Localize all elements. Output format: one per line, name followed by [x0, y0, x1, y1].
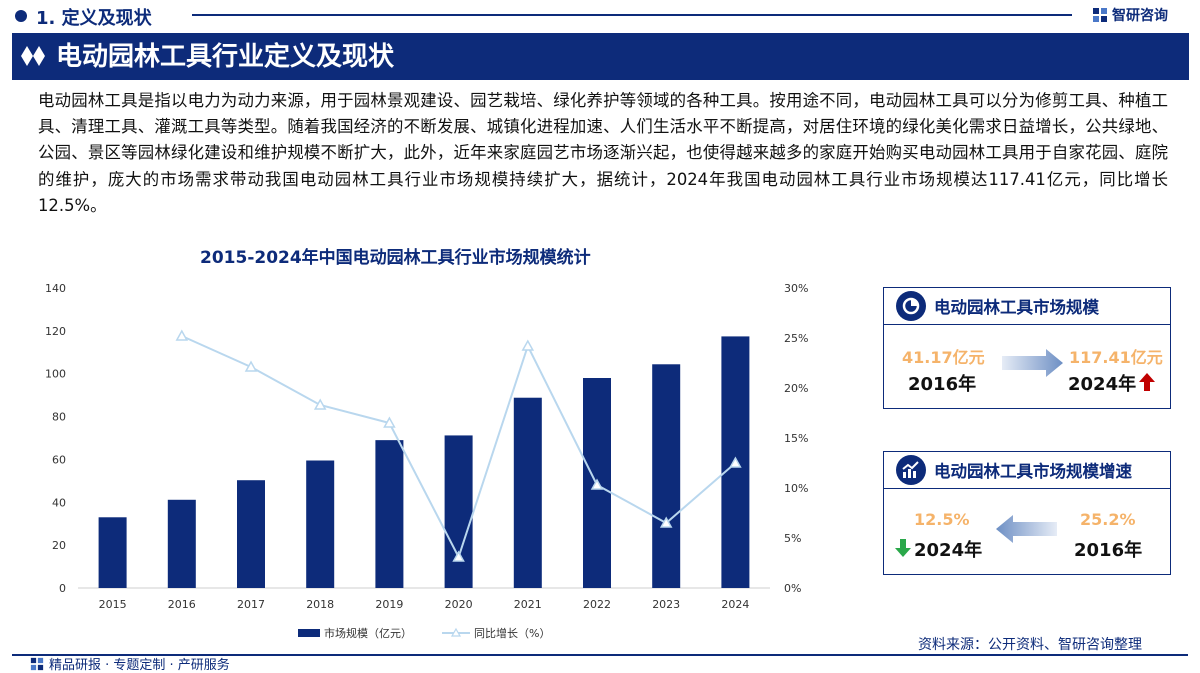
growth-rate-card: 电动园林工具市场规模增速 12.5% 2024年 25.2% 2016年 — [883, 451, 1171, 575]
y-left-tick-label: 120 — [45, 325, 66, 338]
size-2024-year: 2024年 — [1068, 374, 1137, 395]
slogan-text: 精品研报 · 专题定制 · 产研服务 — [49, 658, 230, 673]
bar-2015 — [98, 517, 127, 588]
bar-2021 — [513, 397, 542, 588]
pie-chart-icon — [896, 291, 926, 321]
size-2016-value: 41.17亿元 — [902, 348, 985, 367]
market-size-chart: 0 20 40 60 80 100 120 140 0% 5% 10% 15% 20% 25% 30% 201… — [45, 282, 808, 640]
legend-label-bar: 市场规模（亿元） — [324, 626, 412, 640]
brand-logo-icon — [1093, 8, 1107, 22]
card-title: 电动园林工具市场规模 — [934, 298, 1099, 317]
growth-point-2019 — [383, 416, 396, 428]
footer-slogan: 精品研报 · 专题定制 · 产研服务 — [30, 654, 230, 673]
growth-2016-value: 25.2% — [1080, 510, 1136, 529]
legend-swatch-bar — [298, 629, 320, 637]
brand-name: 智研咨询 — [1112, 8, 1168, 24]
growth-2024-value: 12.5% — [914, 510, 970, 529]
y-right-tick-label: 15% — [784, 432, 808, 445]
card-header: 电动园林工具市场规模 — [884, 288, 1170, 325]
bar-2016 — [167, 499, 196, 588]
y-right-tick-label: 5% — [784, 532, 801, 545]
y-left-tick-label: 20 — [52, 539, 66, 552]
y-right-tick-label: 30% — [784, 282, 808, 295]
section-label: 1. 定义及现状 — [36, 8, 152, 29]
growth-point-2017 — [244, 360, 258, 372]
card-header: 电动园林工具市场规模增速 — [884, 452, 1170, 489]
y-right-tick-label: 20% — [784, 382, 808, 395]
x-tick-label: 2015 — [99, 598, 127, 611]
arrow-down-icon — [895, 539, 911, 557]
brand-logo-icon — [30, 657, 44, 670]
x-tick-label: 2016 — [168, 598, 196, 611]
y-left-tick-label: 60 — [52, 453, 66, 466]
growth-point-2021 — [521, 339, 535, 351]
y-left-tick-label: 140 — [45, 282, 66, 295]
x-tick-label: 2022 — [583, 598, 611, 611]
bar-2018 — [306, 460, 335, 588]
bar-2019 — [375, 440, 404, 588]
diamond-icon — [21, 46, 45, 66]
y-left-tick-label: 40 — [52, 496, 66, 509]
bar-2017 — [237, 480, 265, 588]
size-2024-value: 117.41亿元 — [1069, 348, 1163, 367]
legend-label-line: 同比增长（%） — [474, 626, 550, 640]
card-title: 电动园林工具市场规模增速 — [934, 462, 1132, 481]
footer-divider — [12, 654, 1188, 656]
size-2016-year: 2016年 — [908, 374, 977, 395]
brand: 智研咨询 — [1092, 5, 1168, 25]
growth-point-2022 — [590, 478, 604, 490]
x-tick-label: 2019 — [375, 598, 403, 611]
x-tick-label: 2021 — [514, 598, 542, 611]
market-size-card: 电动园林工具市场规模 41.17亿元 2016年 117.41亿元 2024年 — [883, 287, 1171, 409]
title-band — [12, 33, 1189, 80]
header-divider — [192, 14, 1072, 16]
arrow-right-icon — [1002, 349, 1063, 377]
bar-2023 — [652, 364, 681, 588]
y-left-tick-label: 80 — [52, 411, 66, 424]
x-tick-label: 2020 — [445, 598, 473, 611]
x-tick-label: 2023 — [652, 598, 680, 611]
y-left-tick-label: 100 — [45, 368, 66, 381]
trend-chart-icon — [896, 455, 926, 485]
page-title: 电动园林工具行业定义及现状 — [56, 42, 395, 72]
arrow-up-icon — [1139, 373, 1155, 391]
chart-title: 2015-2024年中国电动园林工具行业市场规模统计 — [200, 248, 591, 268]
growth-point-2023 — [659, 516, 673, 528]
x-tick-label: 2018 — [306, 598, 334, 611]
growth-2024-year: 2024年 — [914, 540, 983, 561]
bar-2020 — [444, 435, 473, 588]
legend-marker-line — [450, 627, 462, 637]
growth-2016-year: 2016年 — [1074, 540, 1143, 561]
growth-point-2018 — [313, 398, 327, 410]
section-bullet — [15, 10, 27, 22]
arrow-left-icon — [996, 515, 1057, 543]
y-left-tick-label: 0 — [59, 582, 66, 595]
intro-paragraph: 电动园林工具是指以电力为动力来源，用于园林景观建设、园艺栽培、绿化养护等领域的各… — [38, 91, 1168, 215]
growth-point-2024 — [729, 456, 742, 468]
growth-point-2020 — [452, 550, 465, 562]
data-source: 资料来源：公开资料、智研咨询整理 — [918, 637, 1142, 653]
y-right-tick-label: 10% — [784, 482, 808, 495]
x-tick-label: 2017 — [237, 598, 265, 611]
growth-point-2016 — [175, 329, 189, 341]
y-right-tick-label: 25% — [784, 332, 808, 345]
y-right-tick-label: 0% — [784, 582, 801, 595]
x-tick-label: 2024 — [721, 598, 749, 611]
